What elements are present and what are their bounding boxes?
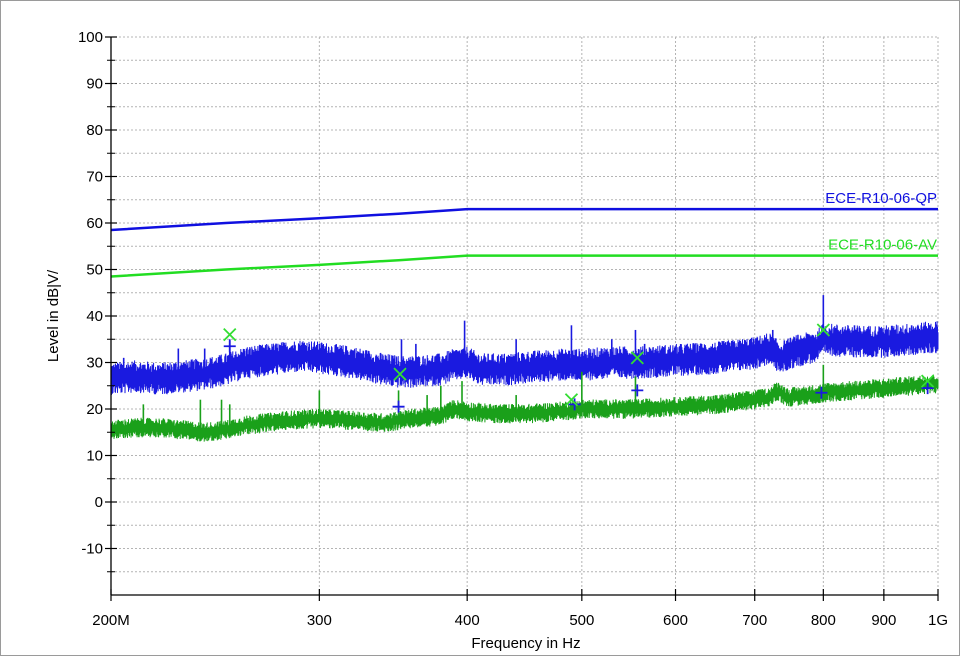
x-tick-label: 900 bbox=[871, 612, 896, 629]
peak-marker-cross bbox=[393, 367, 407, 381]
trace-qp bbox=[110, 321, 939, 396]
y-tick-label: 20 bbox=[86, 401, 103, 418]
peak-marker-cross bbox=[630, 351, 644, 365]
y-tick-label: 40 bbox=[86, 308, 103, 325]
limit-line-label: ECE-R10-06-QP bbox=[825, 190, 937, 207]
y-tick-label: 80 bbox=[86, 122, 103, 139]
trace-av bbox=[110, 374, 939, 442]
y-tick-label: 50 bbox=[86, 262, 103, 279]
peak-marker-plus bbox=[921, 382, 934, 395]
y-tick-label: 30 bbox=[86, 355, 103, 372]
peak-marker-cross bbox=[920, 374, 935, 388]
x-tick-label: 200M bbox=[92, 612, 130, 629]
y-axis-label: Level in dB|V/ bbox=[45, 269, 62, 362]
x-axis-label: Frequency in Hz bbox=[471, 635, 580, 652]
x-tick-label: 500 bbox=[569, 612, 594, 629]
limit-line-av bbox=[110, 254, 938, 278]
y-tick-label: 70 bbox=[86, 169, 103, 186]
peak-marker-cross bbox=[564, 393, 579, 407]
tick-labels: -10 0 10 20 30 40 50 60 70 80 90 100 200M 300 400 500 60… bbox=[78, 29, 948, 629]
peak-marker-cross bbox=[816, 323, 830, 337]
y-tick-label: -10 bbox=[81, 541, 103, 558]
peak-marker-plus bbox=[631, 384, 644, 397]
limit-line-label: ECE-R10-06-AV bbox=[828, 237, 937, 254]
peak-marker-plus bbox=[392, 400, 405, 413]
peak-marker-plus bbox=[223, 340, 236, 353]
peak-markers bbox=[223, 323, 935, 413]
peak-marker-cross bbox=[223, 327, 237, 342]
peak-marker-plus bbox=[815, 386, 828, 399]
x-tick-label: 300 bbox=[307, 612, 332, 629]
y-tick-label: 0 bbox=[95, 494, 103, 511]
y-tick-label: 90 bbox=[86, 76, 103, 93]
limit-lines: ECE-R10-06-QP ECE-R10-06-AV bbox=[110, 190, 938, 278]
x-tick-label: 1G bbox=[928, 612, 948, 629]
y-tick-label: 60 bbox=[86, 215, 103, 232]
grid bbox=[110, 36, 939, 595]
peak-marker-plus bbox=[568, 398, 581, 411]
x-tick-label: 700 bbox=[742, 612, 767, 629]
x-tick-label: 600 bbox=[663, 612, 688, 629]
x-tick-label: 800 bbox=[811, 612, 836, 629]
limit-line-qp bbox=[110, 207, 938, 232]
x-tick-label: 400 bbox=[455, 612, 480, 629]
y-tick-label: 10 bbox=[86, 448, 103, 465]
data-traces bbox=[110, 295, 939, 442]
y-tick-label: 100 bbox=[78, 29, 103, 46]
